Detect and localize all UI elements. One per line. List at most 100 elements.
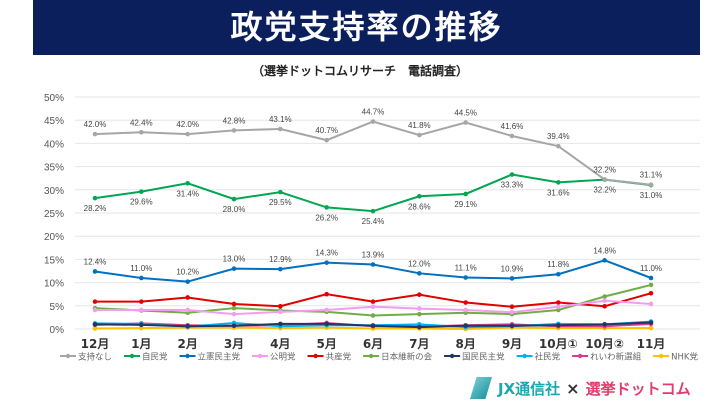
data-point — [648, 301, 654, 307]
data-point — [370, 262, 376, 267]
y-tick-label: 10% — [44, 279, 64, 290]
legend-label: 社民党 — [535, 352, 561, 363]
data-label: 31.0% — [640, 191, 663, 200]
data-point — [278, 266, 283, 272]
data-point — [324, 291, 329, 297]
data-label: 12.9% — [269, 255, 292, 264]
legend-marker — [522, 353, 527, 359]
data-point — [185, 279, 190, 284]
data-point — [509, 323, 515, 329]
data-point — [370, 323, 376, 329]
data-point — [324, 137, 329, 143]
data-label: 12.0% — [408, 259, 431, 268]
data-point — [324, 321, 329, 327]
data-label: 43.1% — [269, 115, 292, 124]
legend-label: 共産党 — [326, 352, 352, 363]
data-point — [509, 276, 515, 281]
data-point — [556, 300, 561, 305]
y-tick-label: 0% — [50, 325, 65, 336]
legend-label: 支持なし — [78, 352, 112, 363]
x-tick-label: 7月 — [409, 337, 429, 351]
data-label: 28.6% — [408, 202, 431, 211]
y-tick-label: 45% — [44, 116, 64, 127]
data-point — [185, 181, 190, 186]
data-point — [648, 290, 654, 296]
data-point — [556, 271, 561, 277]
data-point — [92, 322, 98, 327]
y-tick-label: 5% — [50, 302, 65, 313]
data-point — [139, 307, 144, 313]
data-point — [463, 275, 468, 280]
data-point — [648, 320, 654, 325]
data-point — [231, 196, 237, 202]
data-label: 42.0% — [176, 120, 199, 129]
legend-label: 公明党 — [270, 352, 296, 363]
legend-label: 国民民主党 — [462, 352, 505, 363]
legend-marker — [313, 353, 318, 359]
y-tick-label: 20% — [44, 232, 64, 243]
jx-logo-icon — [470, 377, 492, 399]
data-point — [463, 191, 468, 197]
data-label: 39.4% — [547, 132, 570, 141]
data-label: 42.8% — [223, 116, 246, 125]
data-point — [602, 298, 607, 303]
y-tick-label: 40% — [44, 139, 64, 150]
data-point — [417, 306, 422, 311]
y-tick-label: 50% — [44, 93, 64, 104]
data-label: 44.5% — [454, 109, 477, 118]
data-point — [370, 313, 376, 318]
data-label: 31.6% — [547, 188, 570, 197]
data-point — [417, 324, 422, 330]
data-label: 26.2% — [315, 213, 338, 222]
y-tick-label: 30% — [44, 186, 64, 197]
data-point — [92, 195, 98, 201]
data-point — [139, 322, 144, 328]
x-tick-label: 5月 — [316, 337, 336, 351]
data-label: 14.8% — [593, 246, 616, 255]
data-point — [417, 271, 422, 276]
x-tick-label: 10月① — [539, 337, 578, 351]
data-point — [463, 307, 468, 313]
brand-jx: JX通信社 — [498, 379, 561, 398]
data-point — [556, 180, 561, 185]
data-point — [556, 322, 561, 328]
data-point — [185, 323, 190, 329]
data-point — [509, 304, 515, 310]
legend-marker — [129, 353, 135, 359]
data-point — [556, 304, 561, 310]
data-point — [278, 321, 283, 327]
data-point — [370, 208, 376, 214]
data-point — [602, 258, 607, 263]
data-point — [92, 299, 98, 304]
data-point — [648, 282, 654, 288]
data-label: 41.6% — [501, 122, 524, 131]
x-tick-label: 2月 — [177, 337, 197, 351]
data-label: 14.3% — [315, 249, 338, 258]
legend-label: 立憲民主党 — [198, 352, 241, 363]
data-point — [509, 133, 515, 139]
legend-label: 自民党 — [142, 352, 168, 363]
data-label: 40.7% — [315, 126, 338, 135]
x-tick-label: 8月 — [455, 337, 475, 351]
data-label: 11.8% — [547, 260, 569, 269]
legend-marker — [257, 353, 263, 359]
chart-subtitle: （選挙ドットコムリサーチ 電話調査） — [251, 64, 468, 78]
data-point — [278, 309, 283, 315]
data-label: 42.4% — [130, 118, 153, 127]
data-label: 11.0% — [640, 264, 662, 273]
data-point — [602, 177, 607, 182]
data-point — [92, 269, 98, 274]
data-point — [648, 182, 654, 187]
data-point — [231, 128, 237, 133]
legend-label: 日本維新の会 — [381, 352, 433, 363]
data-point — [185, 295, 190, 300]
data-label: 33.3% — [501, 180, 524, 189]
data-point — [278, 189, 283, 195]
data-point — [509, 309, 515, 315]
data-label: 41.8% — [408, 121, 431, 130]
data-point — [185, 307, 190, 313]
y-tick-label: 35% — [44, 163, 64, 174]
data-point — [139, 189, 144, 194]
legend-marker — [368, 353, 374, 359]
